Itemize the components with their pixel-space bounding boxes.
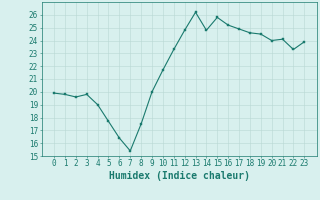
X-axis label: Humidex (Indice chaleur): Humidex (Indice chaleur) [109,171,250,181]
